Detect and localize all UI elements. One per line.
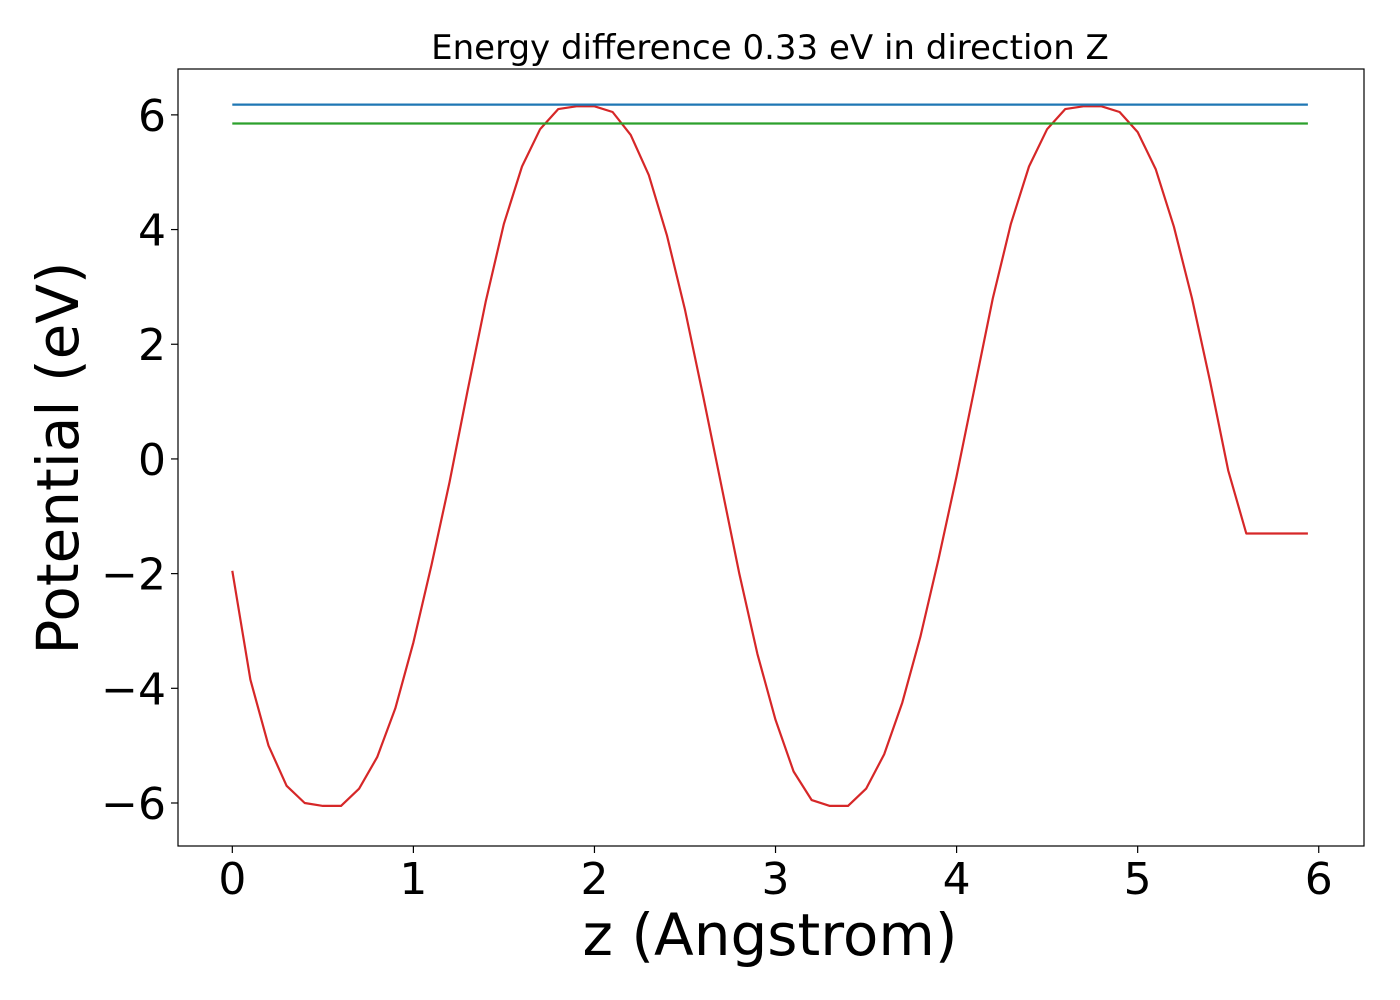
- y-tick-label: 2: [138, 320, 166, 371]
- y-axis-label: Potential (eV): [24, 261, 92, 654]
- x-axis: 0 1 2 3 4 5 6: [218, 846, 1333, 905]
- x-tick-label: 3: [762, 854, 790, 905]
- y-tick-label: 4: [138, 206, 166, 257]
- x-tick-label: 5: [1124, 854, 1152, 905]
- x-tick-label: 2: [580, 854, 608, 905]
- series-line-1: [231, 105, 1308, 808]
- y-axis: −6 −4 −2 0 2 4 6: [101, 91, 178, 830]
- x-tick-label: 4: [943, 854, 971, 905]
- y-tick-label: −2: [101, 550, 166, 601]
- x-axis-label: z (Angstrom): [583, 901, 958, 969]
- plot-frame: [177, 68, 1365, 847]
- y-tick-label: −6: [101, 779, 166, 830]
- x-tick-label: 0: [218, 854, 246, 905]
- chart-title: Energy difference 0.33 eV in direction Z: [431, 28, 1109, 68]
- x-tick-label: 6: [1305, 854, 1333, 905]
- series-layer: [231, 103, 1308, 808]
- x-tick-label: 1: [399, 854, 427, 905]
- y-tick-label: −4: [101, 664, 166, 715]
- y-tick-label: 0: [138, 435, 166, 486]
- y-tick-label: 6: [138, 91, 166, 142]
